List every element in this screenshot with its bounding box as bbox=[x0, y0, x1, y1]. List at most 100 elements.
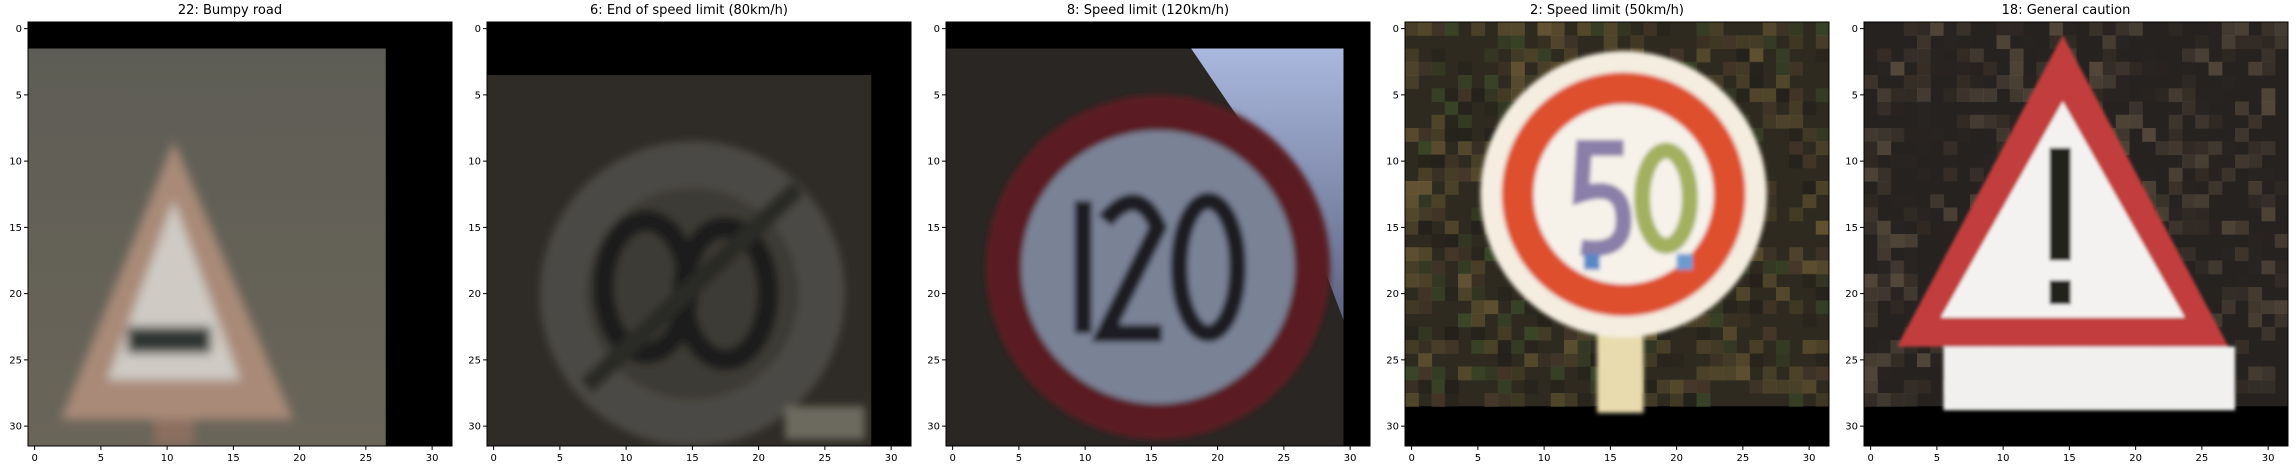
foliage-pixel bbox=[1458, 260, 1472, 275]
foliage-pixel bbox=[1405, 393, 1419, 407]
background-pixel bbox=[1917, 128, 1931, 142]
axes-frame bbox=[27, 21, 453, 447]
x-tick-label: 25 bbox=[360, 453, 373, 464]
foliage-pixel bbox=[1762, 35, 1777, 50]
foliage-pixel bbox=[1431, 114, 1446, 129]
background-pixel bbox=[2248, 61, 2263, 76]
background-pixel bbox=[2274, 22, 2288, 36]
foliage-pixel bbox=[1484, 300, 1499, 315]
foliage-pixel bbox=[1418, 247, 1433, 262]
foliage-pixel bbox=[1683, 393, 1698, 407]
y-tick-label: 10 bbox=[927, 157, 940, 168]
foliage-pixel bbox=[1696, 313, 1711, 328]
foliage-pixel bbox=[1736, 75, 1751, 89]
foliage-pixel bbox=[1458, 101, 1472, 116]
sign-image bbox=[28, 22, 452, 446]
background-pixel bbox=[2009, 48, 2024, 63]
foliage-pixel bbox=[1537, 326, 1552, 341]
foliage-pixel bbox=[1749, 48, 1764, 63]
image-plot-bumpy-road: 0 5 10 15 20 25 30 0 5 10 15 20 25 30 bbox=[9, 21, 453, 464]
background-pixel bbox=[2115, 88, 2130, 103]
background-pixel bbox=[2182, 75, 2196, 89]
foliage-pixel bbox=[1749, 379, 1764, 394]
foliage-pixel bbox=[1815, 287, 1829, 301]
foliage-pixel bbox=[1458, 273, 1472, 288]
foliage-pixel bbox=[1789, 141, 1804, 156]
y-tick-label: 10 bbox=[9, 157, 22, 168]
background-pixel bbox=[2235, 247, 2249, 262]
corner-patch bbox=[785, 406, 865, 440]
background-pixel bbox=[2009, 88, 2024, 103]
background-pixel bbox=[2102, 61, 2117, 76]
foliage-pixel bbox=[1577, 340, 1592, 354]
background-pixel bbox=[2195, 154, 2210, 169]
background-pixel bbox=[2142, 128, 2157, 142]
background-pixel bbox=[1864, 313, 1878, 328]
background-pixel bbox=[1864, 287, 1878, 301]
background-pixel bbox=[1930, 194, 1945, 209]
background-pixel bbox=[2235, 154, 2249, 169]
axes-frame bbox=[1863, 21, 2289, 447]
foliage-pixel bbox=[1776, 114, 1790, 129]
foliage-pixel bbox=[1418, 22, 1433, 36]
foliage-pixel bbox=[1815, 128, 1829, 142]
foliage-pixel bbox=[1762, 326, 1777, 341]
foliage-pixel bbox=[1497, 61, 1512, 76]
background-pixel bbox=[2235, 287, 2249, 301]
sign-group bbox=[540, 141, 865, 446]
foliage-pixel bbox=[1497, 393, 1512, 407]
foliage-pixel bbox=[1815, 141, 1829, 156]
foliage-pixel bbox=[1709, 313, 1724, 328]
bump-symbol bbox=[127, 326, 211, 354]
foliage-pixel bbox=[1444, 167, 1459, 182]
foliage-pixel bbox=[1497, 22, 1512, 36]
foliage-pixel bbox=[1815, 260, 1829, 275]
background-pixel bbox=[1903, 247, 1918, 262]
foliage-pixel bbox=[1431, 128, 1446, 142]
background-pixel bbox=[2208, 35, 2223, 50]
background-pixel bbox=[1956, 22, 1971, 36]
foliage-pixel bbox=[1431, 88, 1446, 103]
background-pixel bbox=[1903, 260, 1918, 275]
background-pixel bbox=[1890, 260, 1905, 275]
foliage-pixel bbox=[1736, 88, 1751, 103]
background-pixel bbox=[1943, 22, 1958, 36]
background-pixel bbox=[2221, 167, 2236, 182]
background-pixel bbox=[2155, 141, 2170, 156]
background-pixel bbox=[2248, 287, 2263, 301]
foliage-pixel bbox=[1431, 154, 1446, 169]
foliage-pixel bbox=[1603, 35, 1618, 50]
foliage-pixel bbox=[1656, 340, 1671, 354]
foliage-pixel bbox=[1696, 340, 1711, 354]
background-pixel bbox=[2182, 88, 2196, 103]
y-tick-label: 20 bbox=[1845, 289, 1858, 300]
foliage-pixel bbox=[1564, 340, 1578, 354]
foliage-pixel bbox=[1458, 287, 1472, 301]
foliage-pixel bbox=[1405, 48, 1419, 63]
background-pixel bbox=[2168, 167, 2183, 182]
sign-group bbox=[61, 141, 293, 446]
foliage-pixel bbox=[1776, 48, 1790, 63]
background-pixel bbox=[1956, 48, 1971, 63]
foliage-pixel bbox=[1444, 379, 1459, 394]
foliage-pixel bbox=[1656, 22, 1671, 36]
background-pixel bbox=[2248, 379, 2263, 394]
background-pixel bbox=[1864, 207, 1878, 222]
foliage-pixel bbox=[1683, 379, 1698, 394]
background-pixel bbox=[2221, 35, 2236, 50]
background-pixel bbox=[2261, 366, 2276, 381]
background-pixel bbox=[2248, 366, 2263, 381]
foliage-pixel bbox=[1431, 48, 1446, 63]
background-pixel bbox=[2261, 260, 2276, 275]
foliage-pixel bbox=[1458, 75, 1472, 89]
foliage-pixel bbox=[1418, 340, 1433, 354]
background-pixel bbox=[2129, 101, 2143, 116]
foliage-pixel bbox=[1497, 379, 1512, 394]
foliage-pixel bbox=[1723, 300, 1737, 315]
x-tick-label: 15 bbox=[227, 453, 240, 464]
y-tick-label: 15 bbox=[9, 223, 22, 234]
foliage-pixel bbox=[1444, 114, 1459, 129]
image-content bbox=[487, 22, 911, 446]
foliage-pixel bbox=[1418, 300, 1433, 315]
digit-1 bbox=[1074, 200, 1092, 334]
